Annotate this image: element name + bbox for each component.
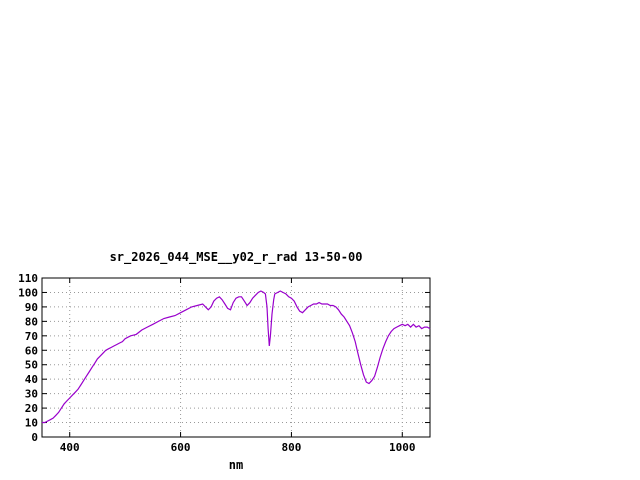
y-tick-label: 20: [25, 402, 38, 415]
x-tick-label: 400: [60, 441, 80, 454]
y-tick-label: 90: [25, 301, 38, 314]
y-tick-label: 70: [25, 330, 38, 343]
y-tick-label: 40: [25, 373, 38, 386]
y-tick-label: 0: [31, 431, 38, 444]
x-tick-label: 800: [281, 441, 301, 454]
y-tick-label: 100: [18, 286, 38, 299]
y-tick-label: 30: [25, 388, 38, 401]
y-tick-label: 60: [25, 344, 38, 357]
y-tick-label: 10: [25, 417, 38, 430]
x-tick-label: 1000: [389, 441, 416, 454]
chart-title: sr_2026_044_MSE__y02_r_rad 13-50-00: [109, 250, 363, 264]
y-tick-label: 80: [25, 315, 38, 328]
plot-border: [41, 277, 431, 438]
x-axis-label: nm: [228, 458, 244, 472]
spectrum-data-line: [42, 290, 431, 424]
x-tick-label: 600: [171, 441, 191, 454]
y-tick-label: 50: [25, 359, 38, 372]
y-tick-label: 110: [18, 272, 38, 285]
